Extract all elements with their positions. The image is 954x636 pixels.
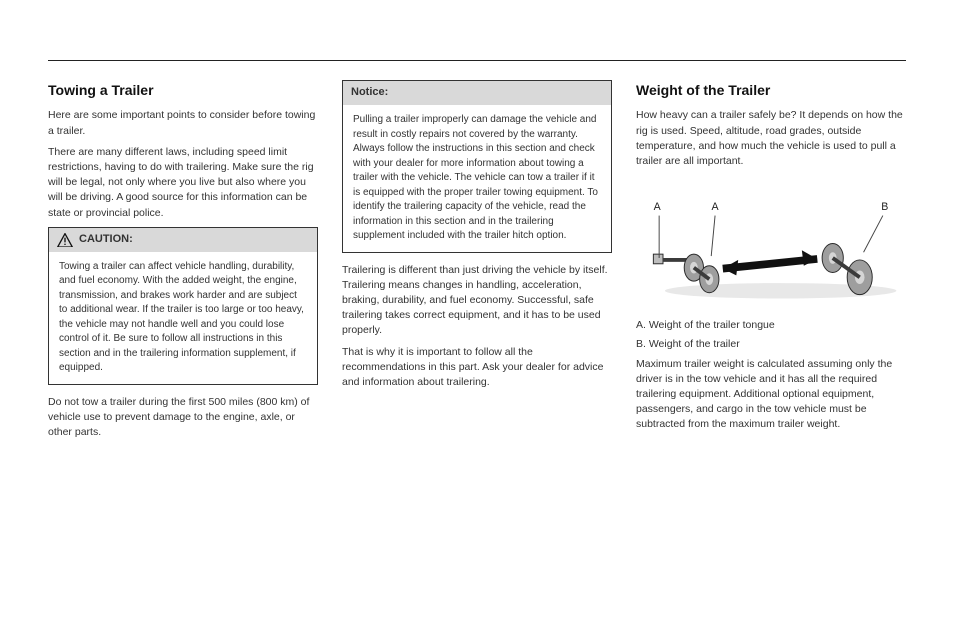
notice-body: Pulling a trailer improperly can damage …: [343, 105, 611, 252]
figure-legend: A. Weight of the trailer tongue B. Weigh…: [636, 318, 906, 352]
col3-para1: How heavy can a trailer safely be? It de…: [636, 108, 906, 169]
caution-label: CAUTION:: [79, 232, 133, 248]
col2-para1: Trailering is different than just drivin…: [342, 263, 612, 339]
trailer-weight-figure: A A B: [636, 177, 906, 312]
notice-box: Notice: Pulling a trailer improperly can…: [342, 80, 612, 253]
caution-box: CAUTION: Towing a trailer can affect veh…: [48, 227, 318, 385]
col1-para1: Here are some important points to consid…: [48, 108, 318, 138]
col3-para2: Maximum trailer weight is calculated ass…: [636, 357, 906, 433]
caution-head: CAUTION:: [49, 228, 317, 252]
caution-body: Towing a trailer can affect vehicle hand…: [49, 252, 317, 384]
fig-callout-B: B: [881, 201, 888, 213]
manual-page: Towing a Trailer Here are some important…: [0, 0, 954, 636]
legend-A: A. Weight of the trailer tongue: [636, 318, 906, 333]
fig-callout-A1: A: [654, 201, 662, 213]
notice-head: Notice:: [343, 81, 611, 105]
col2-para2: That is why it is important to follow al…: [342, 345, 612, 391]
section-title-towing: Towing a Trailer: [48, 80, 318, 100]
col1-para2: There are many different laws, including…: [48, 145, 318, 221]
legend-B: B. Weight of the trailer: [636, 337, 906, 352]
columns: Towing a Trailer Here are some important…: [48, 80, 906, 600]
notice-label: Notice:: [351, 85, 388, 101]
fig-callout-A2: A: [712, 201, 720, 213]
col1-para3: Do not tow a trailer during the first 50…: [48, 395, 318, 441]
section-title-weight: Weight of the Trailer: [636, 80, 906, 100]
header-rule: [48, 60, 906, 61]
column-3: Weight of the Trailer How heavy can a tr…: [636, 80, 906, 600]
column-2: Notice: Pulling a trailer improperly can…: [342, 80, 612, 600]
warning-triangle-icon: [57, 233, 73, 247]
column-1: Towing a Trailer Here are some important…: [48, 80, 318, 600]
